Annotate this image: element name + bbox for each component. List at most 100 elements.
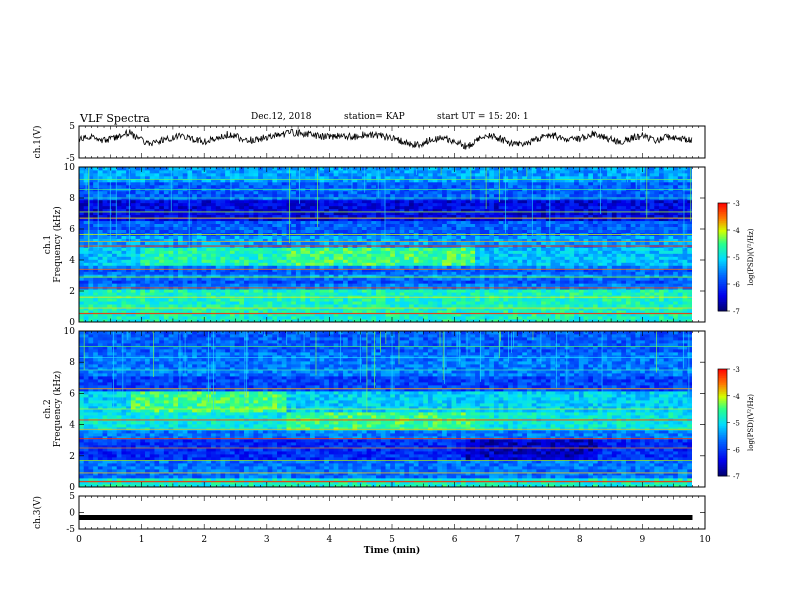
- heatmap-cell: [79, 259, 85, 263]
- heatmap-cell: [154, 184, 160, 189]
- heatmap-cell: [295, 250, 302, 254]
- heatmap-cell: [88, 226, 94, 230]
- heatmap-cell: [234, 211, 240, 216]
- heatmap-cell: [201, 313, 207, 317]
- heatmap-cell: [310, 175, 316, 180]
- heatmap-cell: [234, 307, 240, 311]
- heatmap-cell: [248, 316, 254, 320]
- station-label: station= KAP: [344, 112, 405, 122]
- heatmap-cell: [187, 226, 193, 230]
- heatmap-cell: [456, 313, 462, 317]
- heatmap-cell: [399, 319, 405, 323]
- heatmap-cell: [300, 307, 306, 311]
- heatmap-cell: [319, 169, 325, 174]
- heatmap-cell: [310, 307, 316, 311]
- heatmap-cell: [446, 310, 452, 314]
- heatmap-cell: [451, 298, 457, 302]
- heatmap-cell: [121, 193, 127, 198]
- heatmap-cell: [437, 256, 443, 260]
- heatmap-cell: [253, 167, 259, 171]
- heatmap-cell: [149, 193, 155, 198]
- heatmap-cell: [418, 277, 424, 281]
- heatmap-cell: [385, 253, 391, 257]
- heatmap-cell: [427, 298, 434, 302]
- heatmap-cell: [409, 167, 415, 171]
- heatmap-cell: [328, 205, 335, 210]
- heatmap-cell: [140, 274, 146, 278]
- heatmap-cell: [484, 184, 490, 189]
- heatmap-cell: [145, 283, 151, 287]
- heatmap-cell: [338, 169, 344, 174]
- heatmap-cell: [437, 268, 443, 272]
- heatmap-cell: [380, 304, 386, 308]
- heatmap-cell: [418, 169, 424, 174]
- heatmap-cell: [404, 238, 410, 242]
- heatmap-cell: [79, 247, 85, 251]
- heatmap-cell: [102, 304, 108, 308]
- heatmap-cell: [404, 262, 410, 266]
- heatmap-cell: [361, 223, 368, 228]
- heatmap-cell: [97, 214, 103, 219]
- heatmap-cell: [376, 250, 382, 254]
- heatmap-cell: [196, 253, 202, 257]
- heatmap-cell: [211, 211, 217, 216]
- heatmap-cell: [244, 184, 250, 189]
- heatmap-cell: [305, 226, 311, 230]
- heatmap-cell: [465, 301, 471, 305]
- heatmap-cell: [442, 229, 448, 233]
- heatmap-cell: [187, 298, 193, 302]
- heatmap-cell: [192, 253, 198, 257]
- heatmap-cell: [300, 298, 306, 302]
- heatmap-cell: [442, 280, 448, 284]
- heatmap-cell: [427, 319, 434, 323]
- heatmap-cell: [121, 178, 127, 183]
- heatmap-cell: [319, 190, 325, 195]
- heatmap-cell: [390, 253, 396, 257]
- heatmap-cell: [126, 167, 132, 171]
- heatmap-cell: [460, 175, 467, 180]
- heatmap-cell: [97, 268, 103, 272]
- heatmap-cell: [225, 193, 231, 198]
- heatmap-cell: [380, 226, 386, 230]
- heatmap-cell: [149, 167, 155, 171]
- heatmap-cell: [192, 208, 198, 213]
- heatmap-cell: [107, 250, 113, 254]
- heatmap-cell: [291, 277, 297, 281]
- heatmap-cell: [508, 175, 514, 180]
- heatmap-cell: [126, 196, 132, 201]
- heatmap-cell: [267, 265, 273, 269]
- heatmap-cell: [286, 256, 292, 260]
- heatmap-cell: [281, 319, 287, 323]
- heatmap-cell: [83, 280, 89, 284]
- heatmap-cell: [437, 167, 443, 171]
- heatmap-cell: [116, 280, 122, 284]
- heatmap-cell: [163, 277, 169, 281]
- heatmap-cell: [281, 253, 287, 257]
- heatmap-cell: [145, 268, 151, 272]
- heatmap-cell: [380, 253, 386, 257]
- heatmap-cell: [442, 167, 448, 171]
- heatmap-cell: [418, 307, 424, 311]
- heatmap-cell: [347, 307, 353, 311]
- heatmap-cell: [220, 223, 226, 228]
- heatmap-cell: [366, 172, 372, 177]
- heatmap-cell: [343, 178, 349, 183]
- heatmap-cell: [154, 253, 160, 257]
- heatmap-cell: [371, 211, 377, 216]
- heatmap-cell: [347, 253, 353, 257]
- heatmap-cell: [493, 220, 500, 225]
- heatmap-cell: [107, 190, 113, 195]
- heatmap-cell: [130, 220, 136, 225]
- heatmap-cell: [371, 172, 377, 177]
- heatmap-cell: [178, 181, 184, 186]
- heatmap-cell: [493, 217, 500, 222]
- heatmap-cell: [159, 184, 165, 189]
- heatmap-cell: [187, 292, 193, 296]
- heatmap-cell: [460, 214, 467, 219]
- heatmap-cell: [376, 304, 382, 308]
- heatmap-cell: [163, 184, 169, 189]
- heatmap-cell: [130, 262, 136, 266]
- heatmap-cell: [244, 283, 250, 287]
- heatmap-cell: [163, 181, 169, 186]
- heatmap-cell: [300, 319, 306, 323]
